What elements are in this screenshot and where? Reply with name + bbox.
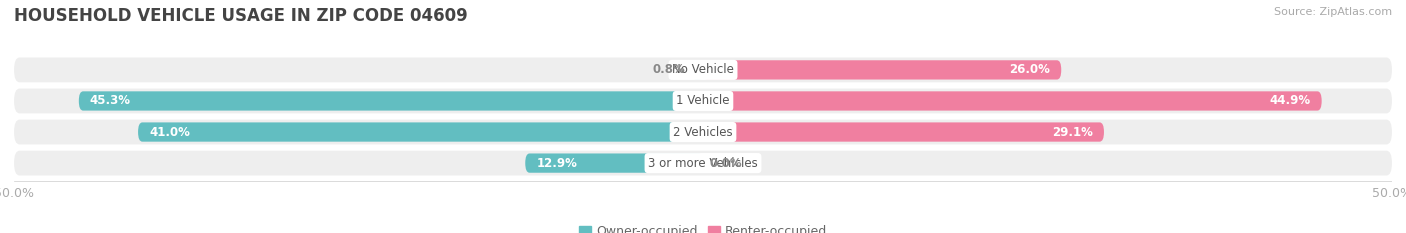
Text: 26.0%: 26.0% xyxy=(1010,63,1050,76)
Text: 3 or more Vehicles: 3 or more Vehicles xyxy=(648,157,758,170)
FancyBboxPatch shape xyxy=(703,122,1104,142)
FancyBboxPatch shape xyxy=(14,120,1392,144)
Text: 41.0%: 41.0% xyxy=(149,126,190,139)
Text: 0.8%: 0.8% xyxy=(652,63,685,76)
FancyBboxPatch shape xyxy=(138,122,703,142)
FancyBboxPatch shape xyxy=(526,154,703,173)
FancyBboxPatch shape xyxy=(14,89,1392,113)
Text: 2 Vehicles: 2 Vehicles xyxy=(673,126,733,139)
Text: 29.1%: 29.1% xyxy=(1052,126,1092,139)
Legend: Owner-occupied, Renter-occupied: Owner-occupied, Renter-occupied xyxy=(574,220,832,233)
Text: 12.9%: 12.9% xyxy=(536,157,576,170)
FancyBboxPatch shape xyxy=(703,60,1062,79)
FancyBboxPatch shape xyxy=(79,91,703,111)
FancyBboxPatch shape xyxy=(703,91,1322,111)
Text: 44.9%: 44.9% xyxy=(1270,94,1310,107)
Text: No Vehicle: No Vehicle xyxy=(672,63,734,76)
FancyBboxPatch shape xyxy=(14,151,1392,175)
Text: HOUSEHOLD VEHICLE USAGE IN ZIP CODE 04609: HOUSEHOLD VEHICLE USAGE IN ZIP CODE 0460… xyxy=(14,7,468,25)
FancyBboxPatch shape xyxy=(14,58,1392,82)
Text: Source: ZipAtlas.com: Source: ZipAtlas.com xyxy=(1274,7,1392,17)
Text: 1 Vehicle: 1 Vehicle xyxy=(676,94,730,107)
Text: 45.3%: 45.3% xyxy=(90,94,131,107)
Text: 0.0%: 0.0% xyxy=(710,157,742,170)
FancyBboxPatch shape xyxy=(692,60,703,79)
